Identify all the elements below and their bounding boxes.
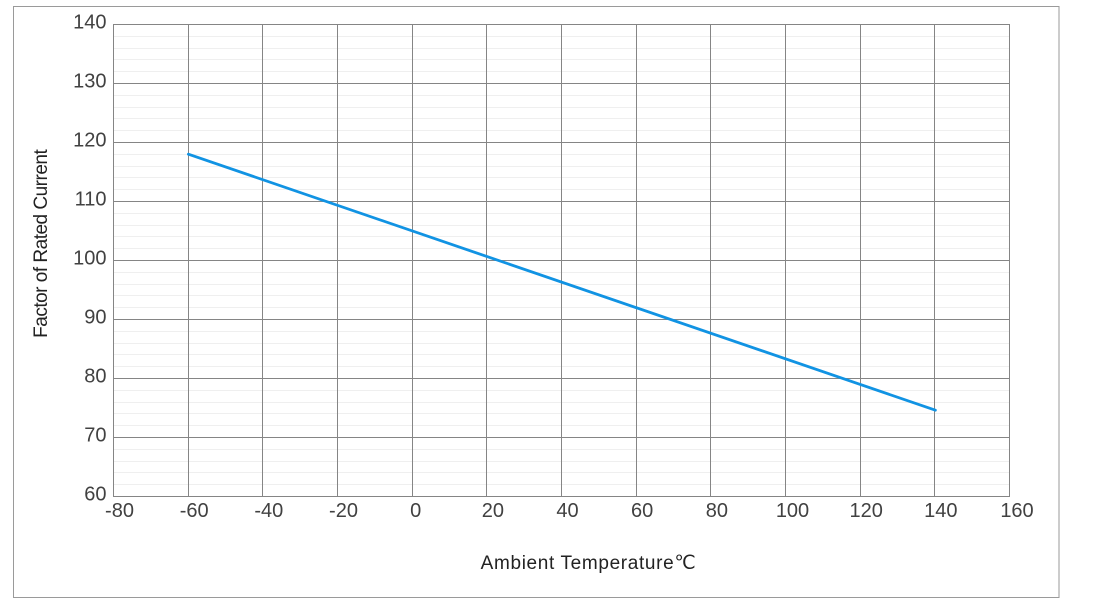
svg-text:70: 70 — [84, 425, 106, 447]
svg-text:-20: -20 — [329, 500, 358, 522]
svg-text:130: 130 — [73, 71, 106, 93]
svg-text:-40: -40 — [254, 500, 283, 522]
svg-text:-60: -60 — [180, 500, 209, 522]
svg-text:90: 90 — [84, 307, 106, 329]
svg-text:20: 20 — [482, 500, 504, 522]
svg-text:140: 140 — [924, 500, 957, 522]
svg-text:60: 60 — [631, 500, 653, 522]
svg-text:40: 40 — [556, 500, 578, 522]
svg-text:160: 160 — [1000, 500, 1033, 522]
svg-text:140: 140 — [73, 12, 106, 34]
svg-text:80: 80 — [84, 366, 106, 388]
svg-text:120: 120 — [849, 500, 882, 522]
svg-text:100: 100 — [776, 500, 809, 522]
svg-text:-80: -80 — [105, 500, 134, 522]
svg-text:Ambient Temperature℃: Ambient Temperature℃ — [481, 553, 697, 574]
svg-text:0: 0 — [410, 500, 421, 522]
svg-text:80: 80 — [706, 500, 728, 522]
svg-text:100: 100 — [73, 248, 106, 270]
svg-text:120: 120 — [73, 130, 106, 152]
svg-text:60: 60 — [84, 484, 106, 506]
svg-text:110: 110 — [75, 189, 107, 211]
svg-text:Factor of Rated Current: Factor of Rated Current — [31, 149, 52, 338]
